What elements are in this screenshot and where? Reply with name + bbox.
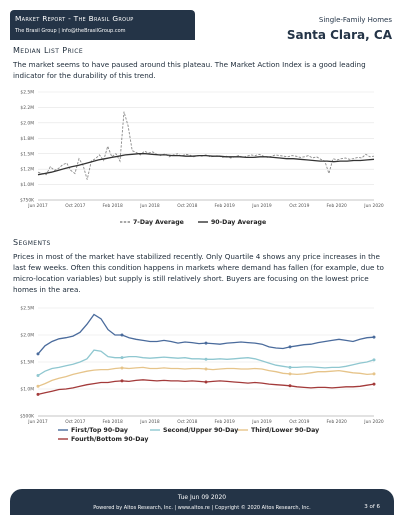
x-tick-label: Jun 2017 — [27, 419, 48, 425]
series-point — [372, 382, 376, 386]
section-text-median-list-price: The market seems to have paused around t… — [13, 60, 366, 80]
property-type: Single-Family Homes — [318, 16, 392, 24]
series-point — [288, 384, 292, 388]
series-point — [204, 380, 208, 384]
brand-title-text: Market Report - The Brasil Group — [15, 14, 134, 23]
series-point — [120, 333, 124, 337]
series-point — [288, 345, 292, 349]
x-tick-label: Jun 2018 — [139, 419, 160, 425]
report-footer: Tue Jun 09 2020 Powered by Altos Researc… — [10, 489, 394, 515]
brand-title: Market Report - The Brasil Group — [15, 14, 134, 23]
x-tick-label: Feb 2018 — [102, 419, 123, 425]
x-tick-label: Oct 2017 — [65, 203, 85, 209]
city-title: Santa Clara, CA — [286, 28, 392, 42]
x-tick-label: Feb 2019 — [214, 419, 235, 425]
y-tick-label: $500K — [20, 414, 34, 420]
page-number: 3 of 6 — [364, 504, 380, 510]
brand-contact: The Brasil Group | info@theBrasilGroup.c… — [15, 28, 126, 34]
series-line-1 — [37, 313, 375, 355]
legend-label: 7-Day Average — [133, 219, 184, 226]
series-line-1 — [37, 111, 375, 180]
legend-label: First/Top 90-Day — [71, 427, 128, 434]
y-tick-label: $2.0M — [20, 333, 34, 339]
report-header: Market Report - The Brasil Group The Bra… — [10, 10, 394, 42]
x-tick-label: Oct 2018 — [177, 419, 197, 425]
x-tick-label: Jun 2020 — [363, 419, 384, 425]
x-tick-label: Oct 2019 — [289, 203, 309, 209]
x-tick-label: Jun 2017 — [27, 203, 48, 209]
series-point — [204, 357, 208, 361]
series-point — [120, 356, 124, 360]
y-tick-label: $2.2M — [20, 105, 34, 111]
y-tick-label: $1.5M — [20, 151, 34, 157]
section-title-segments: Segments — [13, 238, 51, 247]
series-point — [372, 335, 376, 339]
legend-label: 90-Day Average — [211, 219, 266, 226]
footer-copyright: Powered by Altos Research, Inc. | www.al… — [93, 505, 311, 511]
series-point — [36, 352, 40, 356]
x-tick-label: Jun 2020 — [363, 203, 384, 209]
x-tick-label: Oct 2017 — [65, 419, 85, 425]
series-point — [288, 365, 292, 369]
series-point — [36, 384, 40, 388]
x-tick-label: Jun 2019 — [251, 203, 272, 209]
series-point — [288, 372, 292, 376]
section-title-median-list-price: Median List Price — [13, 46, 84, 55]
x-tick-label: Feb 2019 — [214, 203, 235, 209]
brand-box: Market Report - The Brasil Group The Bra… — [10, 10, 195, 40]
series-point — [372, 358, 376, 362]
series-point — [36, 392, 40, 396]
y-tick-label: $2.5M — [20, 306, 34, 312]
x-tick-label: Feb 2020 — [326, 203, 347, 209]
series-point — [204, 341, 208, 345]
legend-label: Fourth/Bottom 90-Day — [71, 436, 148, 443]
y-tick-label: $2.0M — [20, 120, 34, 126]
x-tick-label: Feb 2018 — [102, 203, 123, 209]
y-tick-label: $1.5M — [20, 360, 34, 366]
series-point — [36, 374, 40, 377]
footer-date: Tue Jun 09 2020 — [177, 494, 227, 501]
x-tick-label: Jun 2019 — [251, 419, 272, 425]
series-point — [120, 366, 124, 370]
legend-label: Third/Lower 90-Day — [251, 427, 319, 434]
y-tick-label: $1.8M — [20, 136, 34, 142]
x-tick-label: Feb 2020 — [326, 419, 347, 425]
y-tick-label: $750K — [20, 198, 34, 204]
series-point — [204, 367, 208, 371]
segments-chart: $500K $1.0M $1.5M $2.0M $2.5M Jun 2017 Oct 201… — [20, 306, 384, 443]
series-line-2 — [37, 153, 375, 176]
section-text-segments: Prices in most of the market have stabil… — [13, 252, 384, 294]
x-tick-label: Oct 2018 — [177, 203, 197, 209]
series-point — [372, 372, 376, 376]
legend-label: Second/Upper 90-Day — [163, 427, 238, 434]
y-tick-label: $1.0M — [20, 387, 34, 393]
x-tick-label: Oct 2019 — [289, 419, 309, 425]
x-tick-label: Jun 2018 — [139, 203, 160, 209]
median-list-price-chart: $750K $1.0M $1.2M $1.5M $1.8M $2.0M $2.2M $2.5M… — [20, 90, 384, 226]
y-tick-label: $1.2M — [20, 167, 34, 173]
y-tick-label: $1.0M — [20, 182, 34, 188]
y-tick-label: $2.5M — [20, 90, 34, 96]
series-point — [120, 379, 124, 383]
